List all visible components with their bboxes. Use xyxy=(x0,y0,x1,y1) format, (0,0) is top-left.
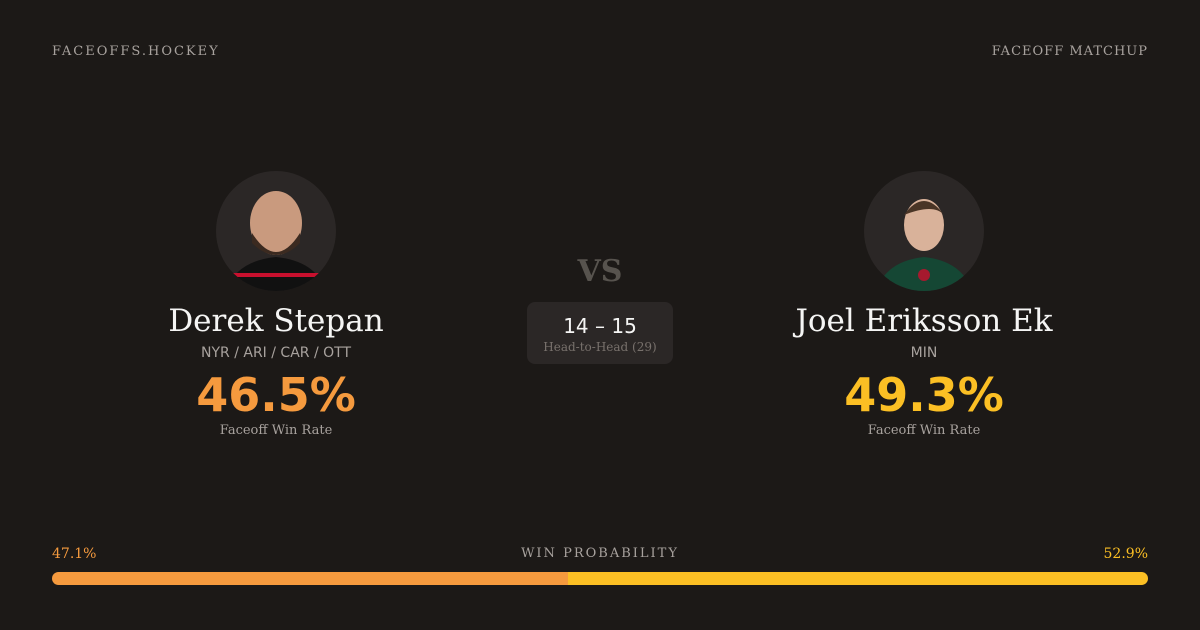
prob-segment xyxy=(568,572,1148,585)
prob-segment xyxy=(52,572,569,585)
head-to-head: 14 – 15 Head-to-Head (29) xyxy=(527,302,673,364)
prob-left: 47.1% xyxy=(52,546,97,562)
player-name: Joel Eriksson Ek xyxy=(795,303,1053,339)
avatar xyxy=(864,171,984,291)
player-teams: NYR / ARI / CAR / OTT xyxy=(201,345,351,361)
player-left: Derek Stepan NYR / ARI / CAR / OTT 46.5%… xyxy=(26,171,526,438)
player-teams: MIN xyxy=(910,345,938,361)
prob-label: WIN PROBABILITY xyxy=(521,546,679,561)
player-name: Derek Stepan xyxy=(168,303,384,339)
vs: VS xyxy=(577,254,623,289)
avatar-photo xyxy=(876,199,972,291)
prob-bar xyxy=(52,572,1148,585)
prob-right: 52.9% xyxy=(1103,546,1148,562)
player-right: Joel Eriksson Ek MIN 49.3% Faceoff Win R… xyxy=(674,171,1174,438)
player-rate: 49.3% xyxy=(844,368,1004,422)
player-rate: 46.5% xyxy=(196,368,356,422)
h2h-score: 14 – 15 xyxy=(563,314,637,338)
rate-label: Faceoff Win Rate xyxy=(867,423,981,438)
avatar xyxy=(216,171,336,291)
rate-label: Faceoff Win Rate xyxy=(219,423,333,438)
h2h-label: Head-to-Head (29) xyxy=(543,340,657,354)
header-label: FACEOFF MATCHUP xyxy=(991,44,1148,59)
brand: FACEOFFS.HOCKEY xyxy=(52,44,220,59)
avatar-photo xyxy=(226,191,326,291)
